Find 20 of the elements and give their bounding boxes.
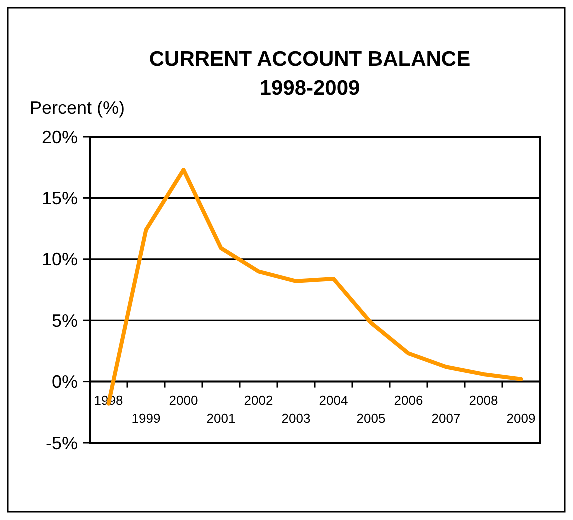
y-tick-label: 10%	[42, 250, 78, 270]
x-tick-label: 2006	[394, 392, 424, 408]
x-tick-label: 1999	[132, 410, 161, 426]
y-tick-label: 5%	[52, 310, 78, 331]
x-tick-label: 2002	[244, 392, 274, 408]
x-tick-label: 2007	[432, 410, 461, 426]
x-tick-label: 2009	[506, 410, 536, 426]
y-tick-label: 15%	[42, 188, 78, 208]
y-tick-label: 20%	[42, 127, 78, 148]
y-tick-label: -5%	[46, 433, 78, 454]
x-tick-label: 2003	[282, 410, 311, 426]
chart-subtitle: 1998-2009	[260, 77, 360, 100]
x-tick-label: 2001	[206, 410, 236, 426]
y-tick-label: 0%	[52, 372, 78, 392]
x-tick-label: 2004	[319, 392, 348, 408]
chart-title: CURRENT ACCOUNT BALANCE	[149, 48, 471, 71]
x-tick-label: 2008	[469, 392, 498, 408]
x-tick-label: 2005	[356, 410, 386, 426]
y-axis-title: Percent (%)	[30, 98, 126, 118]
x-tick-label: 2000	[169, 392, 198, 408]
